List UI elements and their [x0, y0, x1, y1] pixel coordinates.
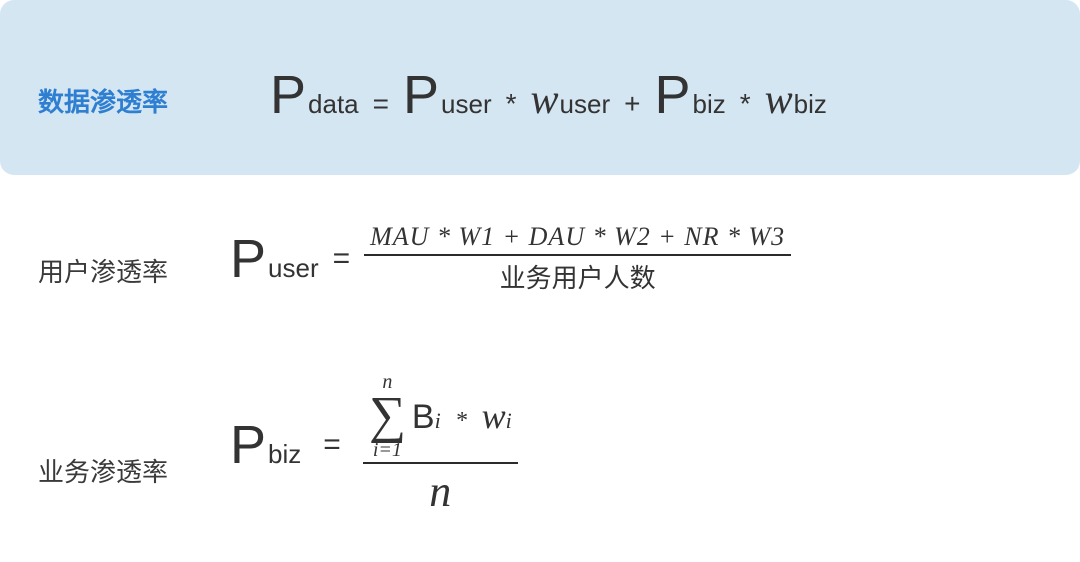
symbol-P: P [230, 414, 266, 476]
symbol-P: P [270, 64, 306, 126]
symbol-W-script: w [765, 76, 793, 124]
subscript-data: data [308, 89, 359, 120]
fraction-denominator: 业务用户人数 [494, 256, 662, 297]
subscript-user: user [268, 253, 319, 284]
times-sign: * [506, 88, 517, 120]
label-biz-penetration: 业务渗透率 [38, 452, 168, 489]
term-wi: wi [482, 396, 512, 436]
equation-biz-penetration: P biz = n ∑ i=1 Bi * wi [230, 370, 518, 519]
page: 数据渗透率 P data = P user * w user + P biz * [0, 0, 1080, 562]
fraction-user: MAU * W1 + DAU * W2 + NR * W3 业务用户人数 [364, 220, 791, 297]
subscript-i: i [435, 408, 441, 433]
sum-lower: i=1 [373, 440, 402, 460]
subscript-user: user [560, 89, 611, 120]
subscript-biz: biz [794, 89, 827, 120]
subscript-user: user [441, 89, 492, 120]
fraction-numerator-sum: n ∑ i=1 Bi * wi [363, 370, 518, 462]
fraction-biz: n ∑ i=1 Bi * wi n [363, 370, 518, 519]
times-sign: * [740, 88, 751, 120]
lhs-P-data: P data [270, 64, 359, 126]
fraction-denominator: n [423, 464, 457, 519]
lhs-P-user: P user [230, 228, 319, 290]
equals-sign: = [323, 428, 341, 462]
term-W-biz: w biz [765, 76, 827, 124]
equation-user-penetration: P user = MAU * W1 + DAU * W2 + NR * W3 业… [230, 220, 791, 297]
symbol-W-script: w [531, 76, 559, 124]
lhs-P-biz: P biz [230, 414, 301, 476]
formula-panel-data: 数据渗透率 P data = P user * w user + P biz * [0, 0, 1080, 175]
label-user-penetration: 用户渗透率 [38, 252, 168, 289]
term-P-user: P user [403, 64, 492, 126]
sum-body: Bi * wi [412, 395, 512, 437]
symbol-w-script: w [482, 396, 506, 436]
symbol-P: P [230, 228, 266, 290]
term-P-biz: P biz [654, 64, 725, 126]
subscript-biz: biz [693, 89, 726, 120]
equals-sign: = [373, 88, 389, 120]
symbol-B: B [412, 398, 435, 436]
term-W-user: w user [531, 76, 611, 124]
summation: n ∑ i=1 [369, 372, 406, 460]
sigma-icon: ∑ [369, 390, 406, 442]
subscript-i: i [506, 408, 512, 433]
equals-sign: = [333, 242, 351, 276]
times-sign: * [456, 408, 468, 434]
term-Bi: Bi [412, 398, 450, 436]
symbol-P: P [403, 64, 439, 126]
equation-data-penetration: P data = P user * w user + P biz * w biz [270, 64, 827, 126]
label-data-penetration: 数据渗透率 [38, 82, 168, 119]
fraction-numerator: MAU * W1 + DAU * W2 + NR * W3 [364, 220, 791, 254]
subscript-biz: biz [268, 439, 301, 470]
symbol-n: n [429, 467, 451, 516]
symbol-P: P [654, 64, 690, 126]
plus-sign: + [624, 88, 640, 120]
